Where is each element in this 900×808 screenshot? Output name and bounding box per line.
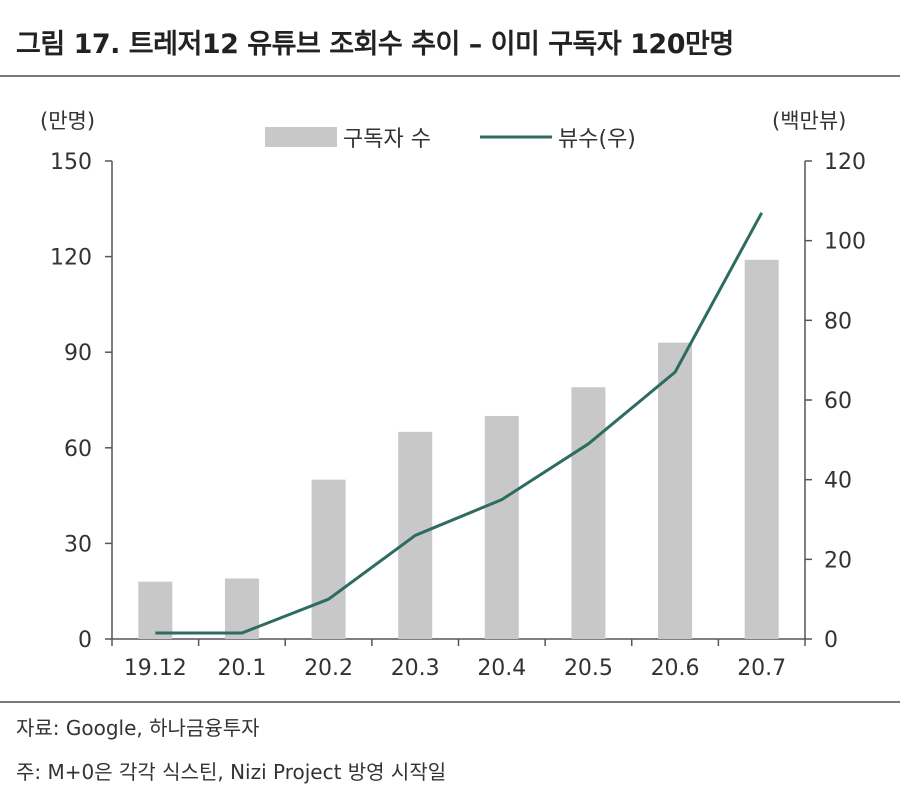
x-tick-label: 20.2 [304, 656, 353, 681]
chart-title: 그림 17. 트레저12 유튜브 조회수 추이 – 이미 구독자 120만명 [16, 29, 734, 60]
right-tick-label: 40 [824, 469, 852, 494]
left-tick-label: 0 [78, 628, 92, 653]
legend-bar-swatch [265, 127, 337, 147]
legend: 구독자 수 뷰수(우) [265, 127, 636, 152]
x-tick-label: 20.4 [477, 656, 526, 681]
left-tick-label: 30 [64, 532, 92, 557]
top-divider [0, 75, 900, 77]
x-tick-label: 20.5 [564, 656, 613, 681]
left-tick-label: 120 [50, 246, 92, 271]
bar-subscribers [571, 387, 606, 639]
left-tick-label: 150 [50, 150, 92, 175]
footnote: 주: M+0은 각각 식스틴, Nizi Project 방영 시작일 [16, 760, 447, 784]
bar-subscribers [138, 581, 173, 639]
bottom-divider [0, 701, 900, 703]
x-tick-label: 20.3 [391, 656, 440, 681]
x-tick-label: 20.7 [737, 656, 786, 681]
right-tick-label: 120 [824, 150, 866, 175]
bar-subscribers [658, 342, 693, 639]
x-tick-label: 19.12 [124, 656, 187, 681]
left-tick-label: 60 [64, 437, 92, 462]
source-note: 자료: Google, 하나금융투자 [16, 716, 260, 740]
x-tick-label: 20.6 [651, 656, 700, 681]
right-tick-label: 100 [824, 230, 866, 255]
combo-chart: (만명) (백만뷰) 구독자 수 뷰수(우) 0 30 60 90 120 150 0 20 4… [40, 109, 866, 681]
left-tick-label: 90 [64, 341, 92, 366]
right-axis-label: (백만뷰) [772, 109, 846, 133]
legend-bar-label: 구독자 수 [343, 127, 431, 152]
right-tick-label: 60 [824, 389, 852, 414]
bar-subscribers [744, 259, 779, 639]
x-tick-label: 20.1 [217, 656, 266, 681]
bar-subscribers [311, 479, 346, 639]
right-tick-label: 20 [824, 548, 852, 573]
legend-line-label: 뷰수(우) [558, 127, 636, 152]
line-views [155, 212, 764, 635]
left-axis-label: (만명) [40, 109, 95, 133]
right-tick-label: 0 [824, 628, 838, 653]
right-tick-label: 80 [824, 309, 852, 334]
bar-subscribers [484, 415, 519, 639]
